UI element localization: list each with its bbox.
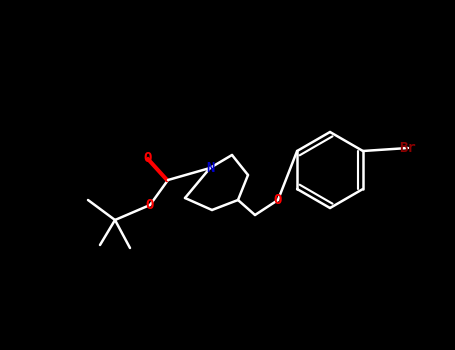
Text: N: N	[206, 161, 214, 175]
Text: O: O	[146, 198, 154, 212]
Text: Br: Br	[399, 141, 416, 155]
Text: O: O	[144, 151, 152, 165]
Text: O: O	[274, 193, 282, 207]
